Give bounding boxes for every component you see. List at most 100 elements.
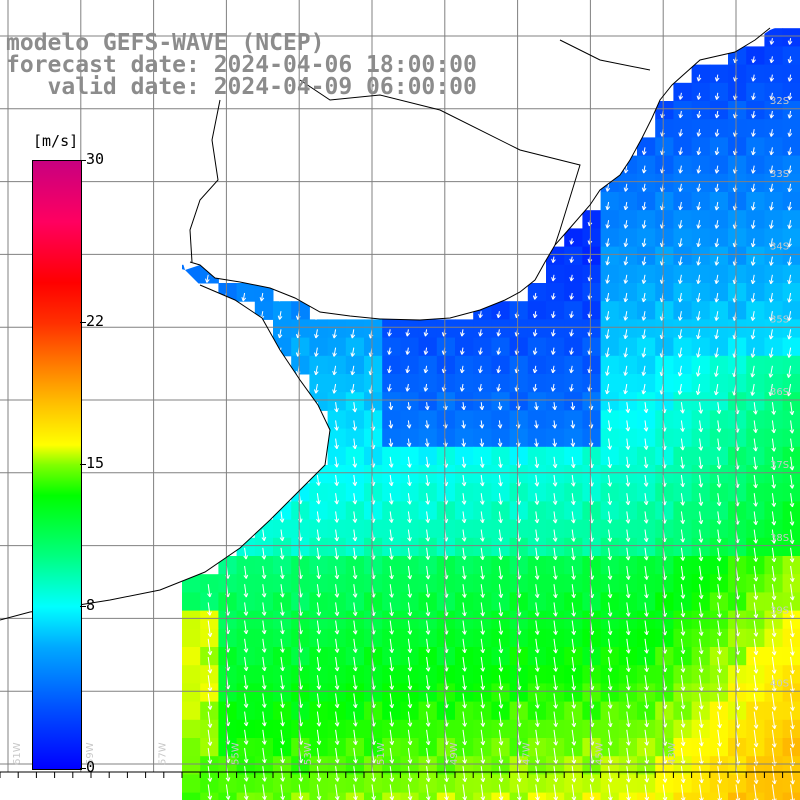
wind-speed-cell <box>637 537 656 557</box>
wind-speed-cell <box>509 410 529 430</box>
wind-speed-cell <box>491 574 511 593</box>
wind-speed-cell <box>491 519 511 539</box>
wind-speed-cell <box>309 738 329 757</box>
wind-arrow <box>314 311 319 320</box>
wind-speed-cell <box>236 574 256 593</box>
wind-speed-cell <box>291 610 310 630</box>
wind-arrow <box>478 311 483 319</box>
wind-speed-cell <box>728 210 747 229</box>
wind-arrow <box>750 256 756 266</box>
colorbar-tick-mark <box>80 464 86 465</box>
wind-arrow <box>626 711 631 728</box>
wind-speed-cell <box>382 337 401 357</box>
wind-speed-cell <box>364 738 383 757</box>
wind-speed-cell <box>455 738 474 757</box>
wind-speed-cell <box>309 337 329 357</box>
wind-speed-cell <box>327 738 347 757</box>
wind-arrow <box>644 675 649 691</box>
wind-speed-cell <box>600 628 620 648</box>
wind-arrow <box>462 729 467 746</box>
wind-speed-cell <box>546 264 565 284</box>
wind-speed-cell <box>291 647 310 666</box>
wind-speed-cell <box>546 483 565 502</box>
wind-arrow <box>771 511 777 526</box>
wind-speed-cell <box>637 173 656 193</box>
wind-arrow <box>461 547 467 560</box>
wind-speed-cell <box>546 719 565 739</box>
wind-arrow <box>462 766 467 783</box>
wind-arrow <box>623 220 629 229</box>
wind-speed-cell <box>655 192 674 211</box>
wind-speed-cell <box>382 446 401 466</box>
wind-speed-cell <box>600 683 620 703</box>
wind-speed-cell <box>709 101 729 120</box>
wind-arrow <box>769 38 775 45</box>
wind-speed-cell <box>491 501 511 521</box>
wind-arrow <box>498 766 504 783</box>
wind-arrow <box>751 110 756 119</box>
wind-speed-cell <box>673 337 693 357</box>
wind-speed-cell <box>655 628 674 648</box>
wind-speed-cell <box>418 719 438 739</box>
wind-arrow <box>717 620 722 637</box>
wind-speed-cell <box>327 410 347 430</box>
wind-arrow <box>696 201 702 211</box>
wind-speed-cell <box>509 392 529 411</box>
wind-arrow <box>680 620 686 636</box>
wind-speed-cell <box>254 574 274 593</box>
wind-speed-cell <box>600 392 620 411</box>
wind-speed-cell <box>618 428 638 448</box>
wind-arrow <box>696 292 701 303</box>
wind-arrow <box>571 620 576 635</box>
wind-speed-cell <box>200 683 219 703</box>
wind-speed-cell <box>709 501 729 521</box>
wind-speed-cell <box>673 119 693 138</box>
wind-speed-cell <box>309 628 329 648</box>
wind-arrow <box>535 711 540 727</box>
wind-arrow <box>768 329 774 340</box>
wind-speed-cell <box>637 756 656 775</box>
wind-speed-cell <box>746 683 765 703</box>
wind-speed-cell <box>200 665 219 684</box>
wind-speed-cell <box>600 738 620 757</box>
wind-speed-cell <box>527 428 547 448</box>
wind-speed-cell <box>582 537 602 557</box>
wind-speed-cell <box>618 701 638 721</box>
wind-arrow <box>425 747 431 764</box>
wind-speed-cell <box>618 210 638 229</box>
wind-arrow <box>643 529 649 542</box>
wind-speed-cell <box>637 465 656 484</box>
wind-arrow <box>406 438 412 447</box>
wind-arrow <box>753 529 758 544</box>
wind-arrow <box>696 329 701 340</box>
wind-arrow <box>786 365 792 378</box>
wind-speed-cell <box>291 592 310 612</box>
wind-arrow <box>353 784 358 800</box>
wind-speed-cell <box>418 556 438 575</box>
wind-arrow <box>316 620 322 635</box>
wind-speed-cell <box>637 683 656 703</box>
wind-speed-cell <box>455 374 474 393</box>
wind-arrow <box>714 220 720 229</box>
wind-speed-cell <box>491 446 511 466</box>
wind-arrow <box>316 638 322 653</box>
wind-speed-cell <box>618 719 638 739</box>
wind-speed-cell <box>709 410 729 430</box>
wind-speed-cell <box>309 683 329 703</box>
wind-speed-cell <box>782 683 800 703</box>
wind-speed-cell <box>582 574 602 593</box>
wind-speed-cell <box>691 119 711 138</box>
wind-speed-cell <box>364 410 383 430</box>
wind-speed-cell <box>200 701 219 721</box>
wind-speed-cell <box>527 683 547 703</box>
wind-speed-cell <box>655 683 674 703</box>
wind-speed-cell <box>728 319 747 339</box>
latitude-label: 35S <box>770 314 789 325</box>
wind-arrow <box>571 565 576 580</box>
wind-arrow <box>389 693 395 709</box>
wind-speed-cell <box>473 556 492 575</box>
wind-arrow <box>735 784 741 800</box>
wind-speed-cell <box>218 592 238 612</box>
wind-speed-cell <box>491 556 511 575</box>
wind-speed-cell <box>327 610 347 630</box>
